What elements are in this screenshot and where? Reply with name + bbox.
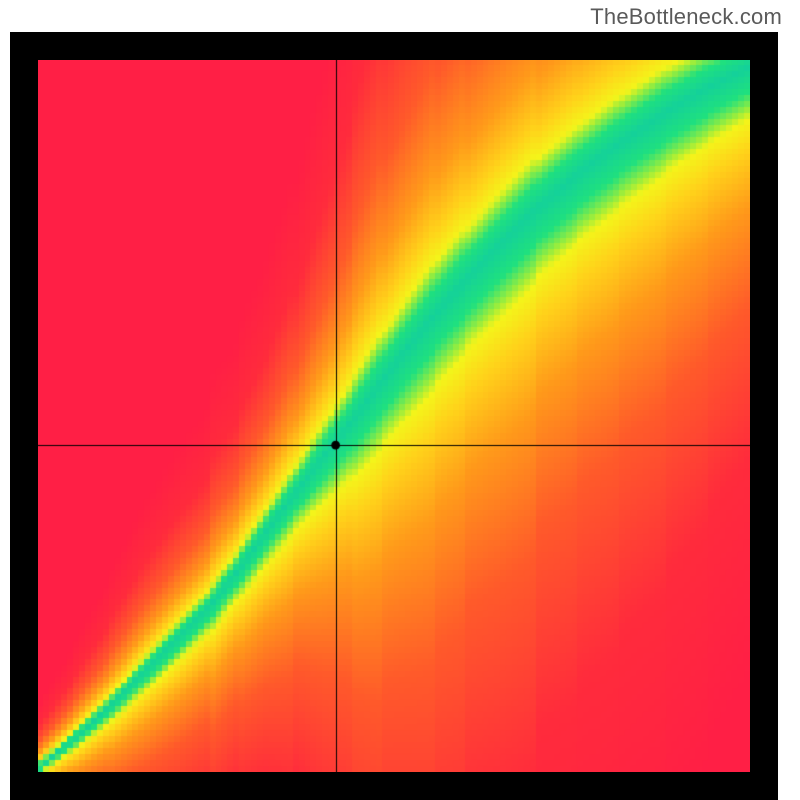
crosshair-overlay <box>38 60 750 772</box>
heatmap-frame <box>10 32 778 800</box>
watermark-text: TheBottleneck.com <box>590 4 782 30</box>
